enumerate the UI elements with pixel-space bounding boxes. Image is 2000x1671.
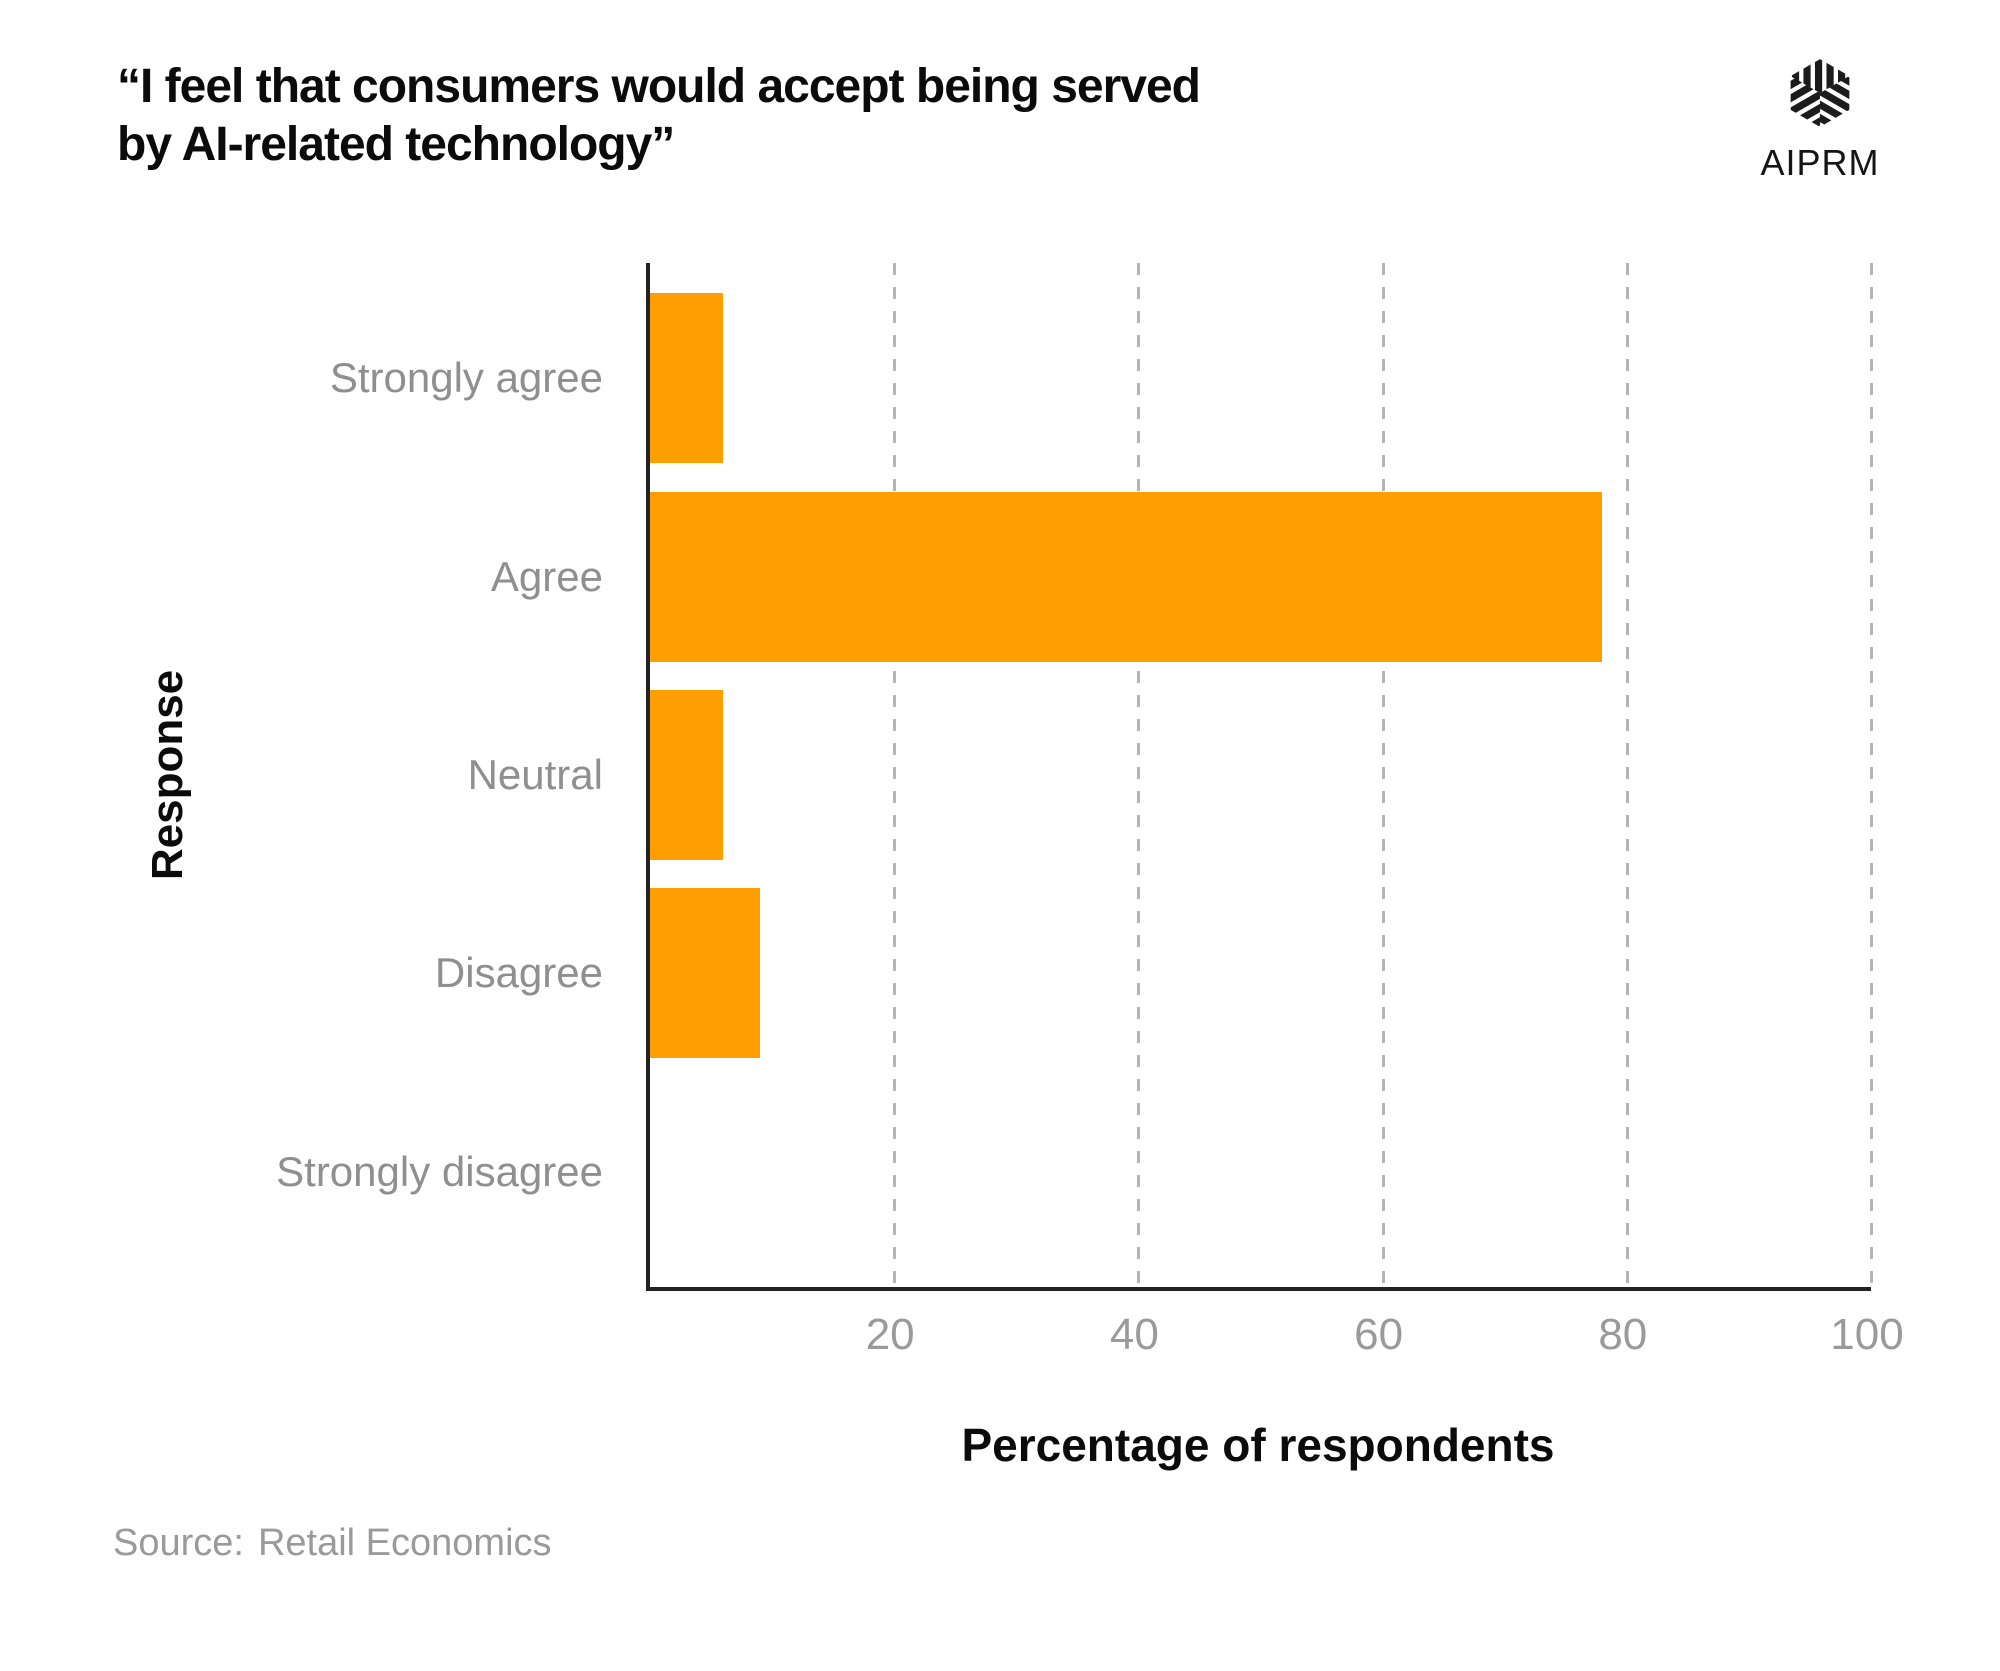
category-labels: Strongly agree Agree Neutral Disagree Strong… [150, 279, 603, 1271]
bar-agree [650, 491, 1603, 662]
gridline [1870, 263, 1873, 1287]
source-note: Source: Retail Economics [113, 1522, 552, 1565]
category-label: Strongly agree [329, 354, 603, 402]
category-label: Disagree [434, 949, 603, 997]
bar-row [650, 1073, 1871, 1271]
y-axis-title: Response [143, 669, 192, 881]
x-tick-label: 100 [1830, 1310, 1904, 1359]
x-tick-labels: 20 40 60 80 100 [646, 1310, 1904, 1363]
category-label: Strongly disagree [276, 1147, 603, 1195]
plot-area [646, 263, 1873, 1291]
aiprm-cube-icon [1776, 55, 1865, 136]
bar-strongly-agree [650, 293, 724, 464]
chart-title: “I feel that consumers would accept bein… [117, 60, 1201, 171]
bar-row [650, 279, 1871, 477]
bar-disagree [650, 888, 760, 1059]
bar-row [650, 477, 1871, 675]
x-tick-label: 80 [1598, 1310, 1648, 1359]
category-label: Neutral [467, 751, 603, 799]
gridline [893, 263, 897, 1287]
x-axis-title: Percentage of respondents [961, 1419, 1555, 1471]
source-name: Retail Economics [257, 1522, 552, 1564]
source-label: Source: [113, 1522, 244, 1564]
aiprm-logo: AIPRM [1740, 55, 1900, 184]
bar-rows [650, 279, 1871, 1271]
x-tick-label: 60 [1354, 1310, 1404, 1359]
category-label: Agree [490, 552, 603, 600]
bar-row [650, 874, 1871, 1072]
x-tick-label: 40 [1109, 1310, 1159, 1359]
x-tick-label: 20 [865, 1310, 915, 1359]
bar-neutral [650, 690, 724, 861]
bar-row [650, 676, 1871, 874]
aiprm-logo-text: AIPRM [1760, 142, 1880, 183]
gridline [1625, 263, 1629, 1287]
gridline [1137, 263, 1141, 1287]
gridline [1381, 263, 1385, 1287]
